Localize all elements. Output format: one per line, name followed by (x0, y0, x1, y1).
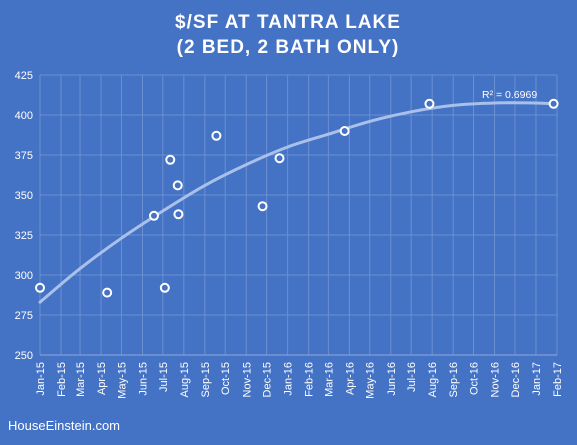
y-tick-label: 425 (15, 70, 33, 82)
x-tick-label: Dec-15 (262, 362, 274, 397)
footer-credit: HouseEinstein.com (8, 418, 120, 433)
x-tick-label: Nov-16 (490, 362, 502, 397)
data-point (274, 153, 285, 164)
y-tick-label: 275 (15, 310, 33, 322)
x-tick-label: Oct-15 (220, 362, 232, 395)
x-tick-label: Jun-15 (137, 362, 149, 396)
data-point (148, 210, 159, 221)
x-tick-label: May-16 (365, 362, 377, 399)
x-tick-label: Dec-16 (510, 362, 522, 397)
x-tick-label: Aug-15 (179, 362, 191, 397)
x-axis-ticks: Jan-15 Feb-15 Mar-15 Apr-15 May-15 Jun-15 Jul-… (35, 362, 564, 399)
x-tick-label: Aug-16 (427, 362, 439, 397)
data-point (173, 209, 184, 220)
y-tick-label: 250 (15, 350, 33, 362)
data-point (159, 282, 170, 293)
x-tick-label: Sep-15 (200, 362, 212, 397)
x-tick-label: Feb-15 (56, 362, 68, 397)
trendline (38, 101, 556, 304)
data-point (548, 98, 559, 109)
y-tick-label: 375 (15, 150, 33, 162)
x-tick-label: Apr-15 (96, 362, 108, 395)
data-point (211, 130, 222, 141)
y-tick-label: 400 (15, 110, 33, 122)
x-tick-label: Jul-16 (406, 362, 418, 392)
data-points (35, 98, 559, 298)
x-tick-label: Apr-16 (344, 362, 356, 395)
y-axis-ticks: 250 275 300 325 350 375 400 425 (15, 70, 33, 362)
data-point (35, 282, 45, 293)
x-tick-label: Jan-16 (283, 362, 295, 396)
x-tick-label: Sep-16 (448, 362, 460, 397)
y-tick-label: 350 (15, 190, 33, 202)
data-point (339, 126, 350, 136)
x-tick-label: Feb-17 (552, 362, 564, 397)
y-tick-label: 325 (15, 230, 33, 242)
gridlines (39, 74, 558, 356)
x-tick-label: Feb-16 (304, 362, 316, 397)
r-squared-label: R² = 0.6969 (482, 89, 537, 101)
data-point (257, 201, 268, 212)
x-tick-label: Oct-16 (469, 362, 481, 395)
y-tick-label: 300 (15, 270, 33, 282)
data-point (165, 154, 176, 165)
x-tick-label: Mar-15 (75, 362, 87, 397)
x-tick-label: Jan-15 (35, 362, 47, 396)
x-tick-label: Jul-15 (158, 362, 170, 392)
x-tick-label: Nov-15 (241, 362, 253, 397)
x-tick-label: Jun-16 (386, 362, 398, 396)
chart-title-line-2: (2 BED, 2 BATH ONLY) (177, 37, 400, 58)
data-point (172, 180, 183, 191)
x-tick-label: Jan-17 (531, 362, 543, 396)
data-point (424, 98, 435, 109)
x-tick-label: May-15 (116, 362, 128, 399)
chart-title-line-1: $/SF AT TANTRA LAKE (175, 12, 401, 33)
data-point (102, 287, 113, 298)
x-tick-label: Mar-16 (323, 362, 335, 397)
